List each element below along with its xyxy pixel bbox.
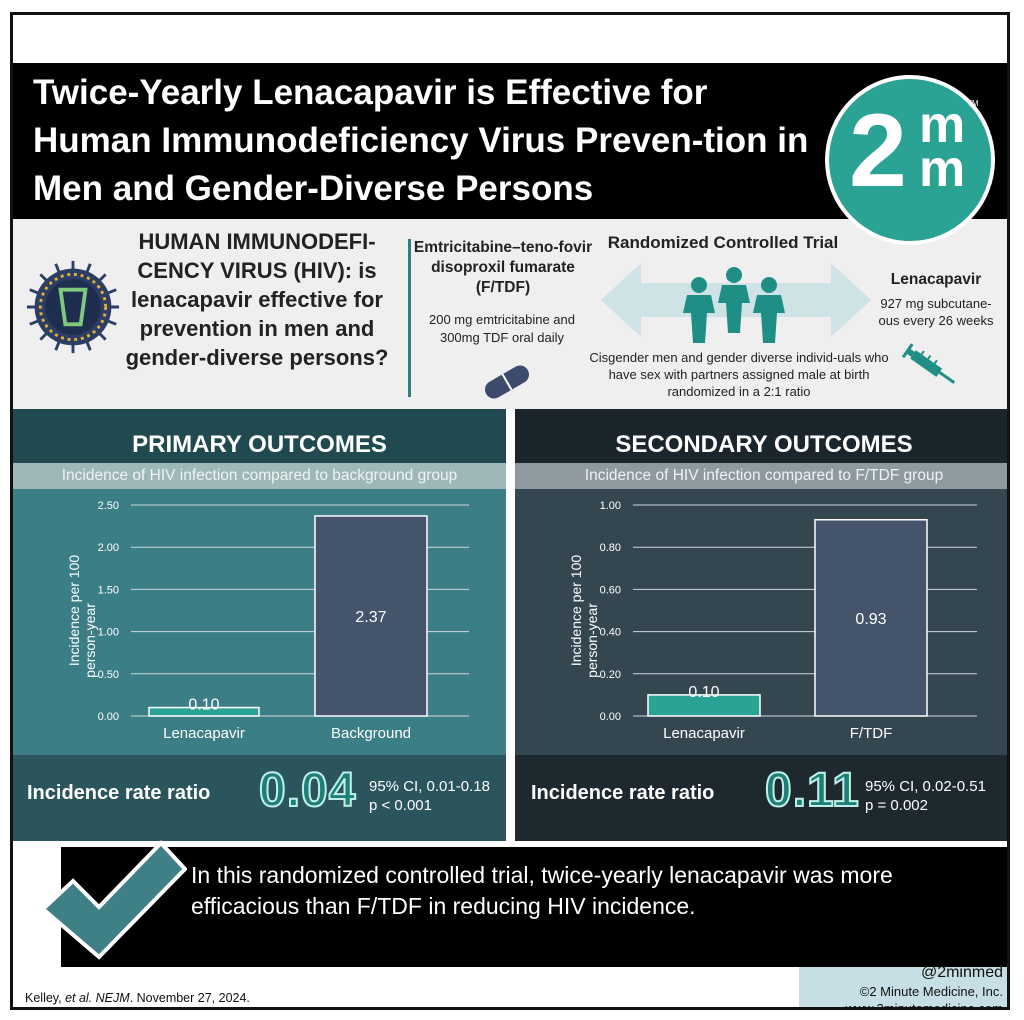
secondary-p-value: p = 0.002 [865,797,928,814]
secondary-bar-chart: 0.00 0.20 0.40 0.60 0.80 1.00 0.10 Lenacapavir 0… [568,500,977,742]
x-tick-label: Lenacapavir [163,725,245,742]
secondary-ratio-bar: Incidence rate ratio 0.11 95% CI, 0.02-0… [515,755,1007,841]
comparator-dose: 200 mg emtricitabine and 300mg TDF oral … [429,312,575,345]
y-axis-label-line: Incidence per 100 [568,555,584,667]
x-tick-label: Lenacapavir [663,725,745,742]
primary-ratio-bar: Incidence rate ratio 0.04 95% CI, 0.01-0… [13,755,506,841]
primary-bar-chart: 0.00 0.50 1.00 1.50 2.00 2.50 0.10 Lenacapavir 2… [66,500,469,742]
primary-outcomes-heading: PRIMARY OUTCOMES [13,409,506,463]
trial-title: Randomized Controlled Trial [607,233,839,252]
checkmark-icon [40,840,187,960]
primary-outcomes-subheading: Incidence of HIV infection compared to b… [13,463,506,489]
intervention-title: Lenacapavir [890,271,982,288]
y-axis-label-line: Incidence per 100 [66,555,82,667]
citation-author: Kelley, [25,991,66,1005]
primary-ci: 95% CI, 0.01-0.18 [369,778,490,795]
y-tick-label: 0.60 [600,584,621,596]
people-icon [683,267,785,343]
y-axis-label: Incidence per 100 person-year [66,555,98,678]
y-tick-label: 2.00 [98,542,119,554]
virus-icon [26,260,120,354]
primary-chart-area: 0.00 0.50 1.00 1.50 2.00 2.50 0.10 Lenacapavir 2… [13,489,506,755]
secondary-outcomes-heading: SECONDARY OUTCOMES [515,409,1007,463]
pill-icon [485,365,529,399]
logo-trademark: TM [967,99,979,108]
secondary-ci: 95% CI, 0.02-0.51 [865,778,986,795]
panel-gap [506,409,515,841]
data-label: 0.10 [188,697,219,714]
logo-numeral: 2 [849,93,907,209]
section-divider [408,239,411,397]
logo-letter-top: m [919,96,966,154]
conclusion-text: In this randomized controlled trial, twi… [191,862,893,919]
secondary-ratio-label: Incidence rate ratio [531,782,715,804]
primary-ratio-stats: 95% CI, 0.01-0.18 p < 0.001 [369,777,490,815]
bar [814,519,928,717]
y-tick-label: 0.50 [98,669,119,681]
secondary-outcomes-panel: SECONDARY OUTCOMES Incidence of HIV infe… [515,409,1007,841]
brand-logo: 2 m m TM [825,75,995,245]
y-tick-label: 0.40 [600,627,621,639]
intervention-dose: 927 mg subcutane-ous every 26 weeks [878,296,994,328]
primary-outcomes-panel: PRIMARY OUTCOMES Incidence of HIV infect… [13,409,506,841]
secondary-ratio-value: 0.11 [764,763,860,818]
y-tick-label: 1.00 [98,627,119,639]
y-axis-label: Incidence per 100 person-year [568,555,600,678]
primary-p-value: p < 0.001 [369,797,432,814]
conclusion-band [61,847,1007,967]
website-link: www.2minutemedicine.com [845,1001,1003,1010]
clinical-question: HUMAN IMMUNODEFI-CENCY VIRUS (HIV): is l… [125,229,389,370]
bar [148,706,260,717]
y-tick-label: 0.20 [600,669,621,681]
x-tick-label: F/TDF [850,725,893,742]
primary-ratio-label: Incidence rate ratio [27,782,211,804]
social-handle: @2minmed [920,964,1003,981]
trial-description: Cisgender men and gender diverse individ… [589,350,889,399]
data-label: 0.10 [688,684,719,701]
secondary-outcomes-subheading: Incidence of HIV infection compared to F… [515,463,1007,489]
bar [314,515,428,717]
syringe-icon [901,343,956,384]
citation-journal: et al. NEJM [65,991,130,1005]
y-axis-label-line: person-year [82,603,98,678]
brand-box [799,967,1007,1007]
y-tick-label: 0.00 [600,711,621,723]
y-tick-label: 0.80 [600,542,621,554]
y-axis-label-line: person-year [584,603,600,678]
infographic-frame: Twice-Yearly Lenacapavir is Effective fo… [10,12,1010,1010]
data-label: 0.93 [855,611,886,628]
bar [647,694,761,717]
copyright: ©2 Minute Medicine, Inc. [859,984,1003,999]
y-tick-label: 1.00 [600,500,621,512]
secondary-chart-area: 0.00 0.20 0.40 0.60 0.80 1.00 0.10 Lenacapavir 0… [515,489,1007,755]
y-tick-label: 0.00 [98,711,119,723]
citation: Kelley, et al. NEJM. November 27, 2024. [25,991,250,1005]
y-tick-label: 1.50 [98,584,119,596]
data-label: 2.37 [355,609,386,626]
page-title: Twice-Yearly Lenacapavir is Effective fo… [33,73,809,208]
logo-letter-bottom: m [919,140,966,198]
secondary-ratio-stats: 95% CI, 0.02-0.51 p = 0.002 [865,777,986,815]
citation-date: . November 27, 2024. [129,991,250,1005]
y-tick-label: 2.50 [98,500,119,512]
comparator-title: Emtricitabine–teno-fovir disoproxil fuma… [413,239,593,296]
primary-ratio-value: 0.04 [258,763,357,818]
x-tick-label: Background [331,725,411,742]
